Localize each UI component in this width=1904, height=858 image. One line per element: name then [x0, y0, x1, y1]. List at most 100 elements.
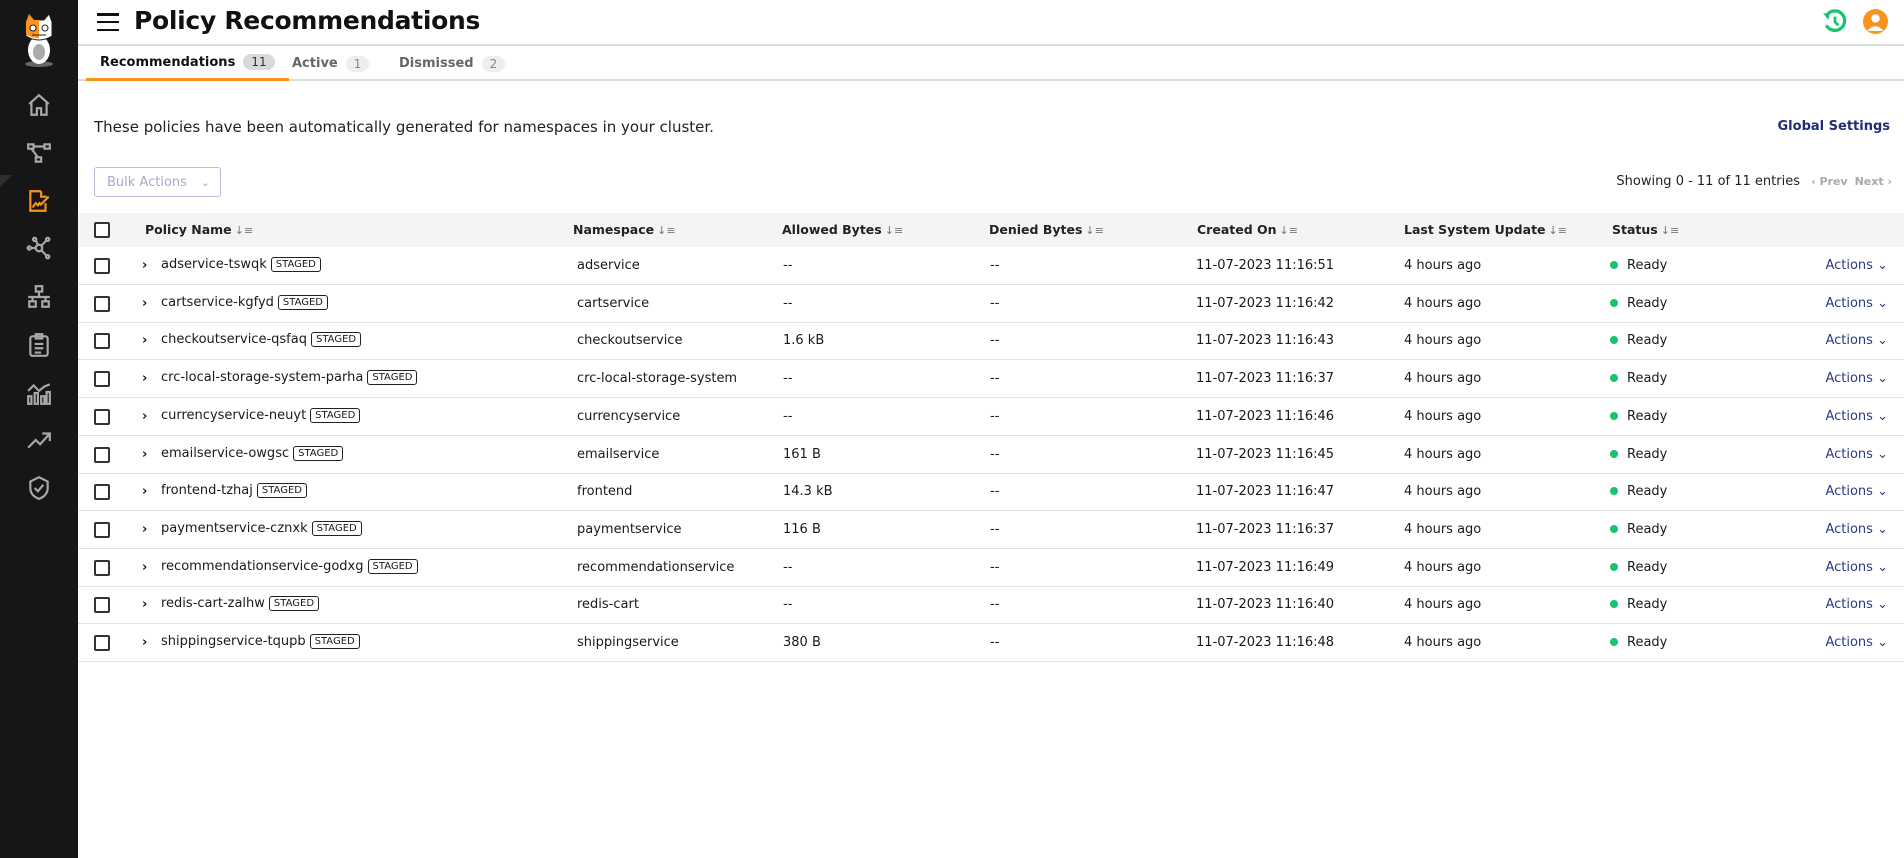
staged-badge: STAGED [311, 520, 362, 536]
row-checkbox[interactable] [94, 408, 110, 425]
global-settings-link[interactable]: Global Settings [1777, 119, 1890, 134]
last-update-cell: 4 hours ago [1404, 446, 1482, 462]
expand-chevron-icon[interactable]: › [142, 371, 148, 387]
status-text: Ready [1627, 446, 1668, 462]
status-cell: Ready [1610, 258, 1667, 273]
next-button[interactable]: Next › [1854, 175, 1892, 188]
namespace-cell: redis-cart [577, 597, 639, 613]
actions-label: Actions [1825, 484, 1873, 500]
sort-icon: ↓≡ [1548, 224, 1567, 237]
sort-icon: ↓≡ [234, 224, 254, 237]
col-denied-bytes[interactable]: Denied Bytes ↓≡ [989, 222, 1104, 237]
expand-chevron-icon[interactable]: › [142, 446, 148, 462]
expand-chevron-icon[interactable]: › [142, 597, 148, 613]
table-row: › cartservice-kgfyd STAGED cartservice --… [78, 285, 1904, 323]
tab-recommendations[interactable]: Recommendations 11 [86, 46, 289, 81]
status-dot-icon [1610, 638, 1618, 646]
hierarchy-icon[interactable] [24, 282, 54, 312]
network-icon[interactable] [24, 233, 54, 263]
last-update-cell: 4 hours ago [1404, 258, 1482, 273]
expand-chevron-icon[interactable]: › [142, 635, 148, 650]
row-checkbox[interactable] [94, 295, 110, 312]
actions-dropdown[interactable]: Actions ⌄ [1825, 333, 1888, 348]
prev-button[interactable]: ‹ Prev [1811, 175, 1848, 188]
trend-icon[interactable] [24, 425, 54, 455]
row-checkbox[interactable] [94, 258, 110, 274]
policy-name-cell: cartservice-kgfyd STAGED [161, 294, 329, 310]
select-all-checkbox[interactable] [94, 222, 110, 238]
description: These policies have been automatically g… [94, 118, 714, 136]
expand-chevron-icon[interactable]: › [142, 521, 148, 537]
tab-dismissed[interactable]: Dismissed 2 [399, 46, 506, 81]
count-badge: 1 [345, 55, 370, 72]
namespace-cell: paymentservice [577, 521, 682, 537]
expand-chevron-icon[interactable]: › [142, 333, 148, 349]
status-cell: Ready [1610, 447, 1667, 462]
row-checkbox[interactable] [94, 484, 110, 501]
row-checkbox[interactable] [94, 521, 110, 538]
actions-dropdown[interactable]: Actions ⌄ [1825, 371, 1888, 386]
col-allowed-bytes[interactable]: Allowed Bytes ↓≡ [782, 222, 904, 237]
col-last-system-update[interactable]: Last System Update ↓≡ [1404, 222, 1567, 237]
actions-dropdown[interactable]: Actions ⌄ [1825, 409, 1888, 424]
bulk-actions-dropdown[interactable]: Bulk Actions ⌄ [94, 167, 221, 197]
status-cell: Ready [1610, 597, 1667, 612]
status-dot-icon [1610, 374, 1618, 383]
actions-dropdown[interactable]: Actions ⌄ [1825, 258, 1888, 273]
actions-dropdown[interactable]: Actions ⌄ [1825, 447, 1888, 462]
status-text: Ready [1627, 484, 1668, 500]
clipboard-icon[interactable] [24, 330, 54, 360]
actions-dropdown[interactable]: Actions ⌄ [1825, 484, 1888, 499]
row-checkbox[interactable] [94, 371, 110, 388]
created-on-cell: 11-07-2023 11:16:43 [1196, 333, 1335, 349]
shield-icon[interactable] [24, 473, 54, 503]
chevron-down-icon: ⌄ [1877, 371, 1888, 387]
actions-dropdown[interactable]: Actions ⌄ [1825, 296, 1888, 311]
sort-icon: ↓≡ [1660, 224, 1680, 237]
expand-chevron-icon[interactable]: › [142, 295, 148, 311]
created-on-cell: 11-07-2023 11:16:48 [1196, 635, 1335, 650]
expand-chevron-icon[interactable]: › [142, 559, 148, 575]
actions-dropdown[interactable]: Actions ⌄ [1825, 597, 1888, 612]
denied-bytes-cell: -- [990, 559, 1000, 575]
hamburger-menu-icon[interactable] [97, 13, 119, 31]
home-icon[interactable] [24, 90, 54, 120]
tab-active[interactable]: Active 1 [292, 46, 370, 81]
row-checkbox[interactable] [94, 559, 110, 576]
status-text: Ready [1627, 371, 1668, 387]
row-checkbox[interactable] [94, 333, 110, 350]
expand-chevron-icon[interactable]: › [142, 258, 148, 273]
denied-bytes-cell: -- [990, 258, 1000, 273]
row-checkbox[interactable] [94, 446, 110, 463]
chevron-down-icon: ⌄ [1877, 446, 1888, 462]
allowed-bytes-cell: 380 B [783, 635, 821, 650]
chevron-down-icon: ⌄ [1877, 521, 1888, 537]
user-avatar-icon[interactable] [1863, 9, 1888, 34]
status-cell: Ready [1610, 522, 1667, 537]
analytics-icon[interactable] [24, 378, 54, 408]
policy-name: paymentservice-cznxk [161, 520, 308, 536]
col-status[interactable]: Status ↓≡ [1612, 222, 1680, 237]
status-cell: Ready [1610, 484, 1667, 499]
actions-dropdown[interactable]: Actions ⌄ [1825, 635, 1888, 650]
col-created-on[interactable]: Created On ↓≡ [1197, 222, 1298, 237]
denied-bytes-cell: -- [990, 371, 1000, 387]
col-namespace[interactable]: Namespace ↓≡ [573, 222, 676, 237]
actions-dropdown[interactable]: Actions ⌄ [1825, 560, 1888, 575]
tabs: Recommendations 11 Active 1 Dismissed 2 [78, 46, 1904, 81]
namespace-cell: frontend [577, 484, 633, 500]
policy-name: recommendationservice-godxg [161, 558, 364, 574]
row-checkbox[interactable] [94, 597, 110, 614]
status-dot-icon [1610, 449, 1618, 458]
status-text: Ready [1627, 295, 1668, 311]
actions-dropdown[interactable]: Actions ⌄ [1825, 522, 1888, 537]
col-policy-name[interactable]: Policy Name ↓≡ [145, 222, 254, 237]
topology-icon[interactable] [24, 138, 54, 168]
row-checkbox[interactable] [94, 635, 110, 651]
expand-chevron-icon[interactable]: › [142, 408, 148, 424]
page-title: Policy Recommendations [134, 6, 481, 35]
table-row: › recommendationservice-godxg STAGED reco… [78, 549, 1904, 587]
expand-chevron-icon[interactable]: › [142, 484, 148, 500]
history-icon[interactable] [1822, 9, 1848, 35]
policy-recommendations-icon[interactable] [24, 186, 54, 216]
